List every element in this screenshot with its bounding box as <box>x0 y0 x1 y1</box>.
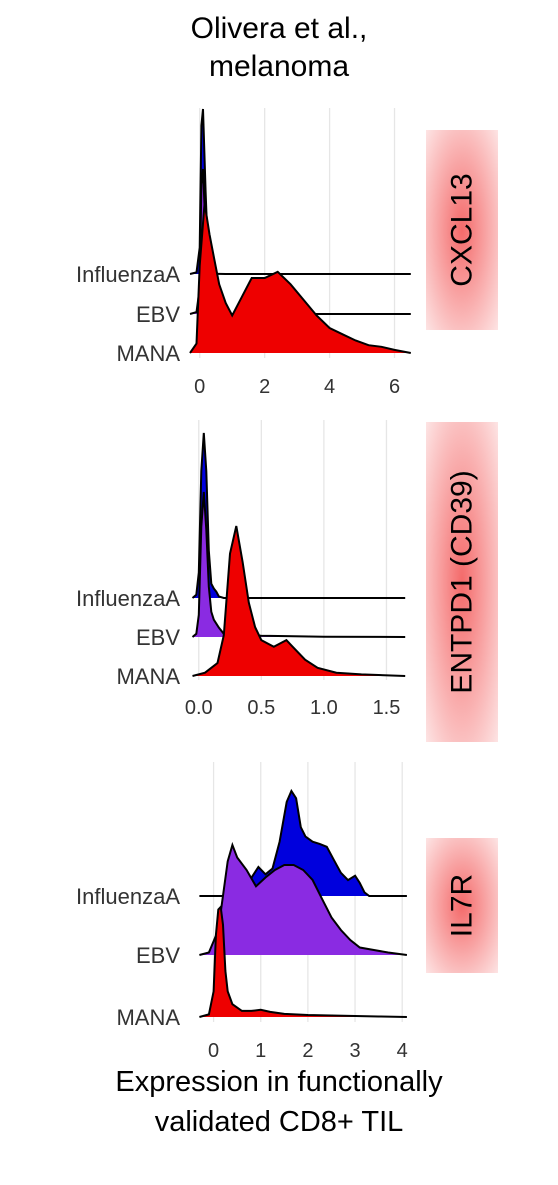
x-tick-label: 2 <box>259 376 270 398</box>
x-tick-label: 6 <box>389 376 400 398</box>
density-area-mana <box>192 526 406 676</box>
y-tick-label: MANA <box>116 1005 180 1030</box>
facet-strip-label: CXCL13 <box>446 173 479 286</box>
y-tick-label: EBV <box>136 943 180 968</box>
facet-strip <box>426 130 498 330</box>
density-line-ebv <box>189 168 411 315</box>
y-tick-label: MANA <box>116 664 180 689</box>
density-line-ebv <box>199 841 408 956</box>
facet-strip-label: ENTPD1 (CD39) <box>446 470 479 693</box>
facet-strip <box>426 838 498 973</box>
x-tick-label: 0.0 <box>185 697 213 719</box>
density-line-influenzaa <box>199 788 407 897</box>
density-line-mana <box>189 202 411 354</box>
y-tick-label: EBV <box>136 625 180 650</box>
panel-1: InfluenzaA EBV MANA 0 2 4 6 CXCL13 <box>76 108 498 398</box>
density-line-influenzaa <box>189 108 411 275</box>
x-tick-label: 2 <box>302 1040 313 1062</box>
panel-3: InfluenzaA EBV MANA 0 1 2 3 4 IL7R <box>76 762 498 1062</box>
density-area-mana <box>190 203 411 353</box>
density-line-mana <box>199 904 407 1018</box>
x-tick-label: 1.0 <box>310 697 338 719</box>
density-line-mana <box>192 525 406 677</box>
x-tick-label: 4 <box>324 376 335 398</box>
x-axis-title-line-2: validated CD8+ TIL <box>154 1106 404 1138</box>
figure-title-line-1: Olivera et al., <box>190 12 368 45</box>
density-line-ebv <box>191 491 406 638</box>
density-area-ebv <box>190 169 411 314</box>
y-tick-label: InfluenzaA <box>76 884 180 909</box>
x-tick-label: 0 <box>194 376 205 398</box>
y-tick-label: InfluenzaA <box>76 586 180 611</box>
x-axis-title-line-1: Expression in functionally <box>115 1066 443 1098</box>
density-area-ebv <box>199 845 407 955</box>
y-tick-label: EBV <box>136 302 180 327</box>
y-tick-label: InfluenzaA <box>76 262 180 287</box>
x-tick-label: 1.5 <box>373 697 401 719</box>
figure-title-line-2: melanoma <box>208 50 350 83</box>
x-tick-label: 3 <box>349 1040 360 1062</box>
x-tick-label: 0.5 <box>247 697 275 719</box>
density-area-influenzaa <box>190 109 411 274</box>
density-area-ebv <box>192 492 406 637</box>
facet-strip <box>426 422 498 742</box>
x-tick-label: 1 <box>255 1040 266 1062</box>
y-tick-label: MANA <box>116 341 180 366</box>
density-area-influenzaa <box>192 433 406 598</box>
density-area-influenzaa <box>199 791 407 896</box>
x-tick-label: 0 <box>208 1040 219 1062</box>
facet-strip-label: IL7R <box>446 874 479 937</box>
density-area-mana <box>199 907 407 1017</box>
x-tick-label: 4 <box>397 1040 408 1062</box>
density-line-influenzaa <box>191 432 406 599</box>
